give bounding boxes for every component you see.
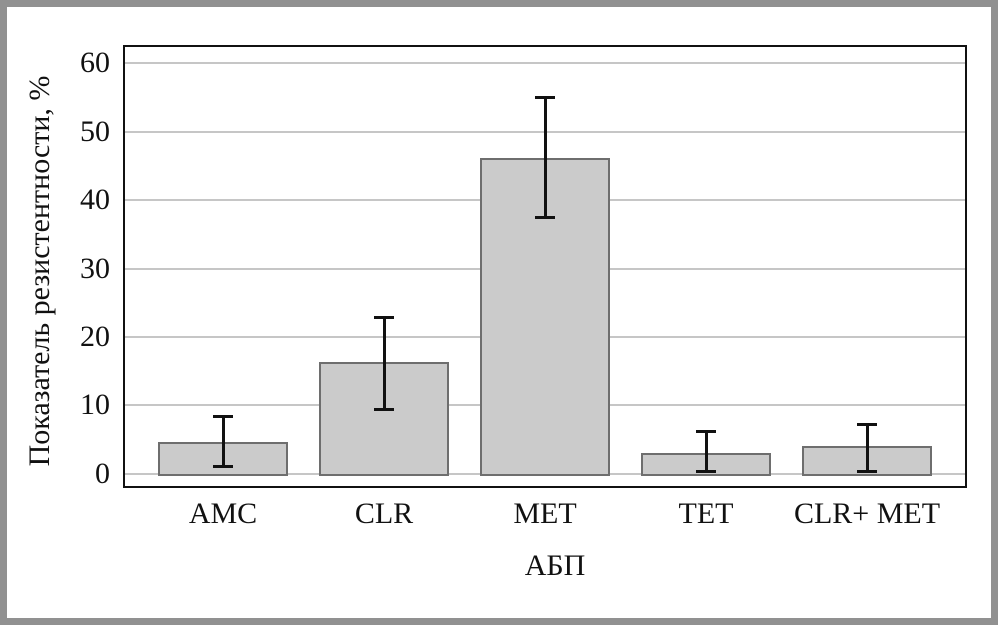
x-axis-title: АБП	[524, 549, 586, 582]
category-label-met: MET	[513, 497, 577, 530]
error-bar-line	[383, 317, 386, 411]
error-bar-cap	[857, 469, 877, 473]
y-tick-label: 30	[80, 251, 110, 285]
plot-area	[125, 47, 965, 486]
category-label-clr: CLR	[354, 497, 414, 530]
gridline	[125, 62, 965, 65]
category-label-amc: AMC	[188, 497, 258, 530]
y-tick-label: 20	[80, 319, 110, 353]
error-bar-line	[866, 423, 869, 472]
y-tick-label: 40	[80, 183, 110, 217]
error-bar-cap	[213, 415, 233, 419]
plot-frame	[123, 45, 967, 488]
error-bar-cap	[535, 215, 555, 219]
y-tick-label: 50	[80, 114, 110, 148]
category-label-tet: TET	[678, 497, 734, 530]
error-bar-line	[544, 96, 547, 218]
error-bar-cap	[374, 408, 394, 412]
error-bar-cap	[696, 430, 716, 434]
y-tick-label: 0	[95, 456, 110, 490]
error-bar-line	[222, 416, 225, 467]
error-bar-cap	[374, 316, 394, 320]
error-bar-cap	[696, 470, 716, 474]
error-bar-cap	[535, 95, 555, 99]
y-tick-label: 10	[80, 388, 110, 422]
error-bar-cap	[857, 422, 877, 426]
y-tick-label: 60	[80, 46, 110, 80]
category-label-clr-met: CLR+ MET	[793, 497, 941, 530]
error-bar-line	[705, 431, 708, 473]
error-bar-cap	[213, 464, 233, 468]
